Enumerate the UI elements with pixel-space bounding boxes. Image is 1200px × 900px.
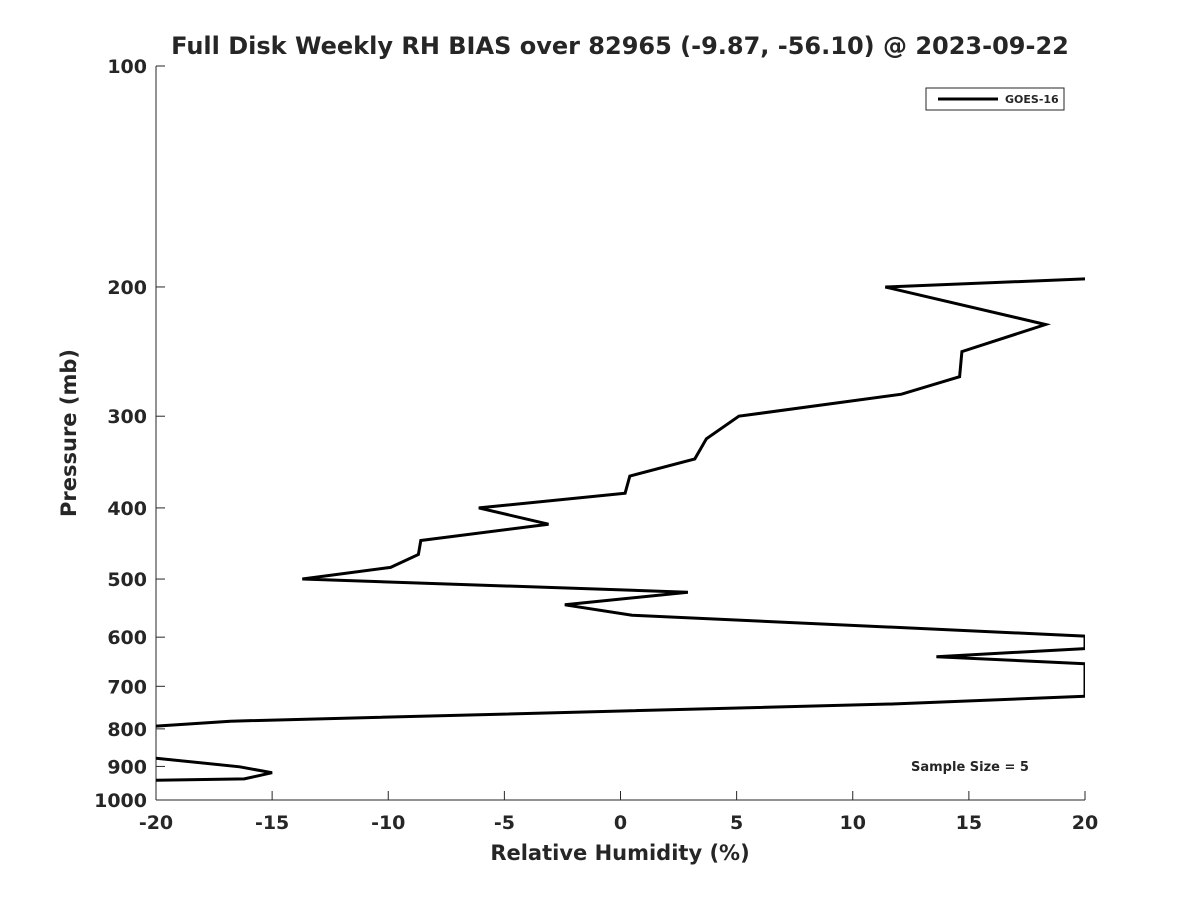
x-tick-label: -15 xyxy=(255,812,289,834)
chart-title: Full Disk Weekly RH BIAS over 82965 (-9.… xyxy=(171,32,1069,60)
y-tick-label: 800 xyxy=(107,719,147,741)
x-tick-label: 15 xyxy=(956,812,982,834)
y-tick-label: 600 xyxy=(107,627,147,649)
y-axis-label: Pressure (mb) xyxy=(57,349,81,517)
y-tick-label: 700 xyxy=(107,676,147,698)
x-axis-label: Relative Humidity (%) xyxy=(490,841,749,865)
x-tick-label: -10 xyxy=(371,812,405,834)
legend-label: GOES-16 xyxy=(1005,93,1059,106)
y-tick-label: 1000 xyxy=(94,790,147,812)
plot-area: -20 -15 -10 -5 0 5 10 15 20 100 200 300 400 500 600 700… xyxy=(94,56,1098,834)
x-tick-label: 0 xyxy=(614,812,627,834)
y-tick-label: 200 xyxy=(107,277,147,299)
y-tick-label: 400 xyxy=(107,498,147,520)
y-tick-label: 900 xyxy=(107,756,147,778)
x-tick-label: -5 xyxy=(494,812,515,834)
y-tick-label: 100 xyxy=(107,56,147,78)
y-tick-label: 300 xyxy=(107,406,147,428)
x-tick-label: 20 xyxy=(1072,812,1098,834)
series-line xyxy=(156,277,1085,728)
sample-size-annotation: Sample Size = 5 xyxy=(911,760,1029,775)
y-tick-label: 500 xyxy=(107,569,147,591)
x-tick-label: -20 xyxy=(139,812,173,834)
x-tick-label: 10 xyxy=(840,812,866,834)
legend: GOES-16 xyxy=(925,87,1065,111)
x-tick-label: 5 xyxy=(730,812,743,834)
series-line xyxy=(156,756,273,782)
